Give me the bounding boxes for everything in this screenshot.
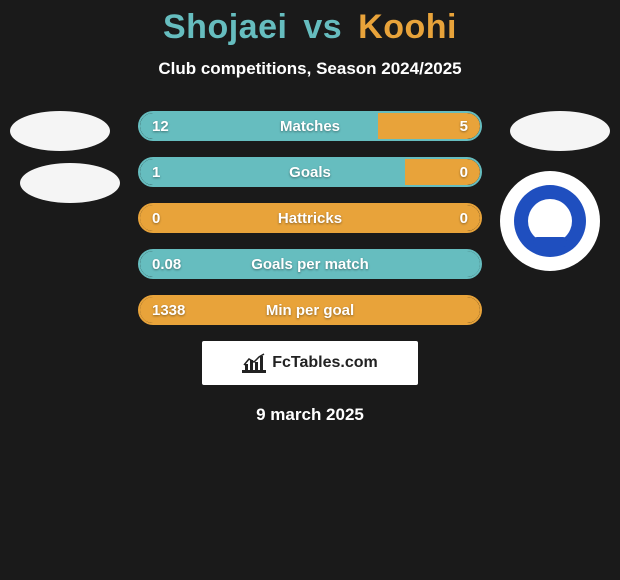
player1-name: Shojaei [163,8,287,46]
comparison-card: Shojaei vs Koohi Club competitions, Seas… [0,0,620,425]
date-text: 9 march 2025 [0,405,620,425]
stat-row: 0.08Goals per match [138,249,482,279]
stat-label: Hattricks [140,210,480,227]
subtitle: Club competitions, Season 2024/2025 [0,59,620,79]
player2-name: Koohi [358,8,457,46]
stat-label: Matches [140,118,480,135]
player2-badge-icon [510,111,610,151]
branding-text: FcTables.com [272,354,378,372]
stat-row: 10Goals [138,157,482,187]
stat-label: Min per goal [140,302,480,319]
content-area: 125Matches 10Goals 00Hattricks 0.08Goals pe… [0,111,620,425]
club-badge-icon [500,171,600,271]
stat-row: 125Matches [138,111,482,141]
page-title: Shojaei vs Koohi [0,8,620,47]
stat-row: 00Hattricks [138,203,482,233]
stat-row: 1338Min per goal [138,295,482,325]
stat-label: Goals per match [140,256,480,273]
player1-badge-icon [10,111,110,151]
player1-secondary-icon [20,163,120,203]
stat-label: Goals [140,164,480,181]
branding-logo: FcTables.com [202,341,418,385]
stat-bars: 125Matches 10Goals 00Hattricks 0.08Goals pe… [138,111,482,325]
chart-icon [242,353,266,373]
vs-text: vs [303,8,342,46]
